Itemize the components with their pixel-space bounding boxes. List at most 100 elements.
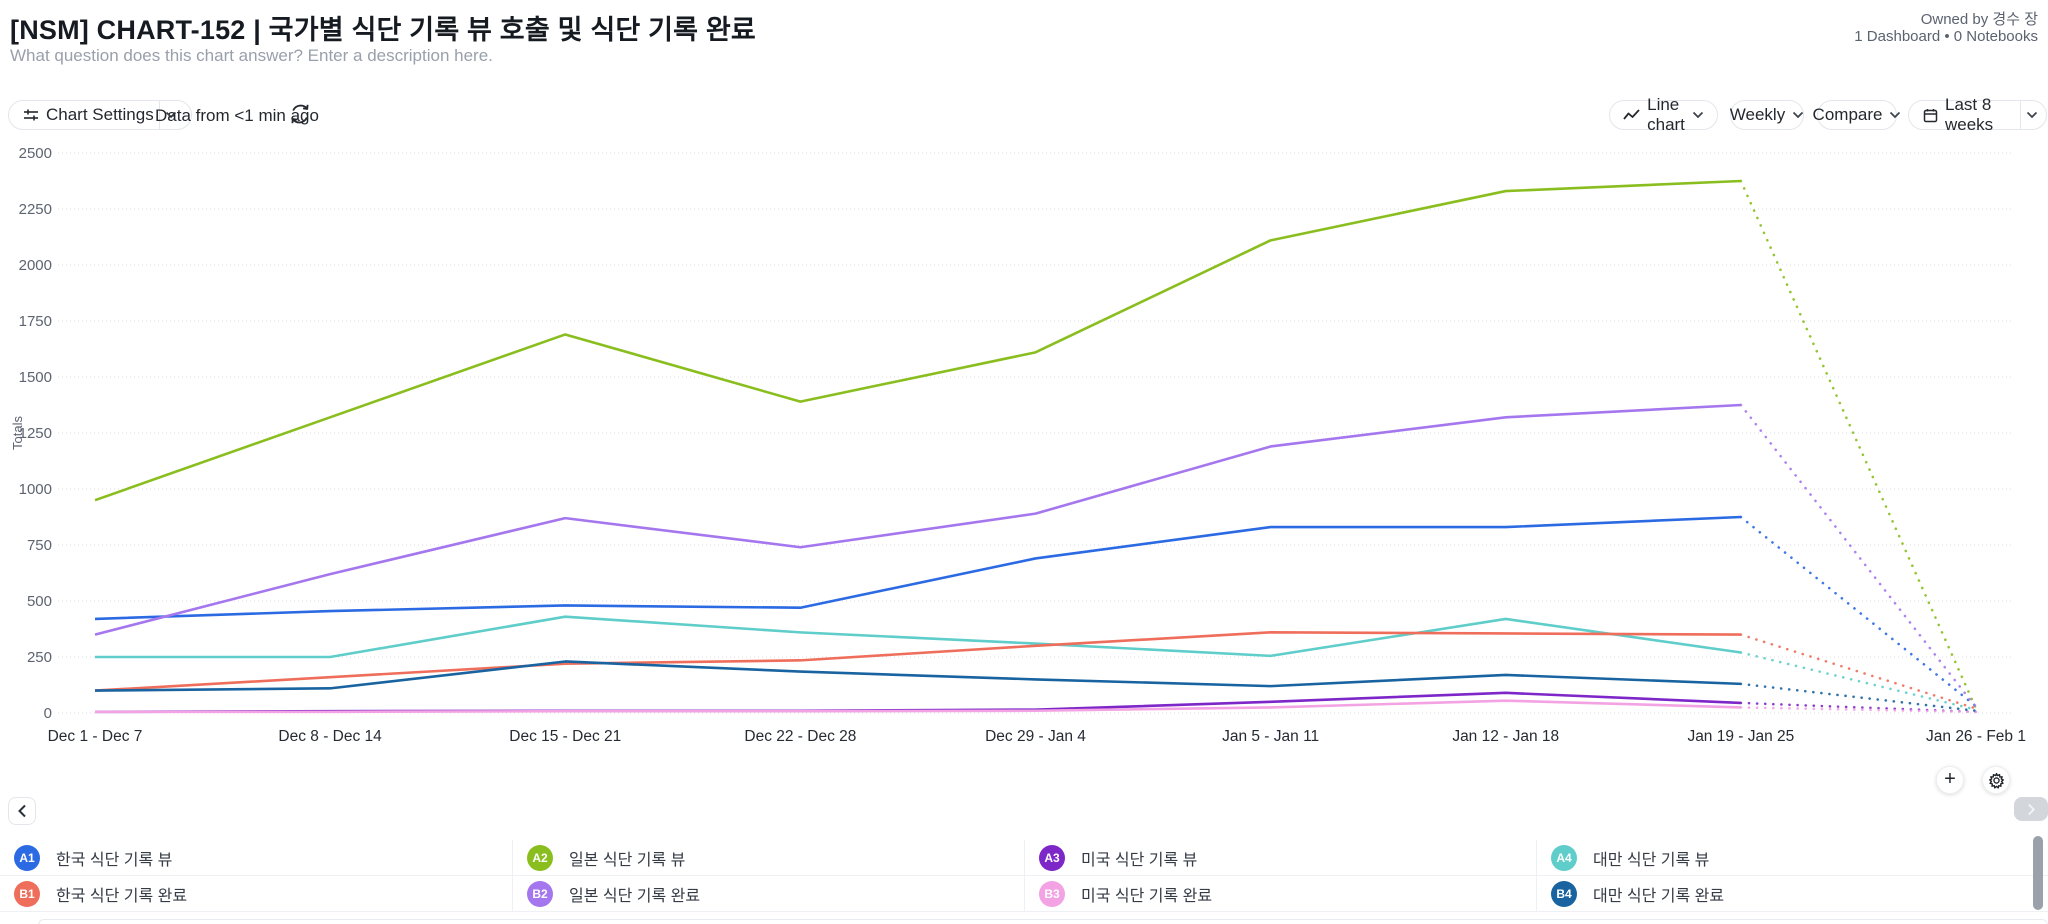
series-line-projected-A4 [1739,651,1978,711]
series-line-A1 [94,515,1741,621]
line-chart-icon [1623,109,1640,121]
legend-item-b4[interactable]: B4 대만 식단 기록 완료 [1536,876,2048,912]
y-tick-label: 1000 [19,481,52,498]
series-badge-b4: B4 [1551,880,1577,907]
series-line-projected-A1 [1739,515,1978,708]
series-badge-a4: A4 [1551,844,1577,871]
y-tick-label: 500 [27,593,52,610]
series-badge-b1: B1 [14,880,40,907]
series-badge-a1: A1 [14,844,40,871]
chart-settings-label: Chart Settings [46,105,154,124]
series-line-B4 [94,660,1741,692]
legend-label: 대만 식단 기록 완료 [1593,887,1725,905]
compare-label: Compare [1812,105,1883,124]
legend-label: 대만 식단 기록 뷰 [1593,851,1710,869]
x-tick-label: Jan 5 - Jan 11 [1222,728,1319,745]
legend-prev-button[interactable] [8,797,36,825]
chevron-down-icon [1692,111,1704,119]
series-badge-a3: A3 [1039,844,1065,871]
legend-scrollbar[interactable] [2033,836,2043,910]
legend-label: 미국 식단 기록 완료 [1081,887,1213,905]
series-line-projected-A3 [1739,701,1978,714]
y-tick-label: 1250 [19,425,52,442]
gear-icon [1988,772,2004,789]
date-range-label: Last 8 weeks [1945,95,1994,134]
legend-label: 한국 식단 기록 뷰 [56,851,173,869]
x-tick-label: Dec 8 - Dec 14 [278,728,382,745]
chevron-down-icon [1792,111,1804,119]
sliders-icon [23,107,39,123]
x-tick-label: Jan 19 - Jan 25 [1687,728,1794,745]
x-tick-label: Dec 1 - Dec 7 [48,728,143,745]
compare-select[interactable]: Compare [1813,100,1901,130]
chart-type-label: Line chart [1647,95,1685,134]
series-line-projected-B2 [1739,403,1978,709]
legend-item-b1[interactable]: B1 한국 식단 기록 완료 [0,876,512,912]
legend-label: 한국 식단 기록 완료 [56,887,188,905]
legend-item-b3[interactable]: B3 미국 식단 기록 완료 [1024,876,1536,912]
date-range-select[interactable]: Last 8 weeks [1908,95,2047,134]
legend-label: 일본 식단 기록 뷰 [569,851,686,869]
legend-next-button[interactable] [2014,797,2048,821]
y-axis-title: Totals [10,416,25,450]
series-badge-b3: B3 [1039,880,1065,907]
x-tick-label: Jan 12 - Jan 18 [1452,728,1559,745]
refresh-icon[interactable] [288,102,312,126]
plus-icon: + [1944,768,1956,790]
y-tick-label: 750 [27,537,52,554]
series-line-A4 [95,615,1742,659]
series-line-B1 [94,631,1741,692]
dashboard-notebook-count[interactable]: 1 Dashboard • 0 Notebooks [1854,28,2038,45]
calendar-icon [1923,108,1938,123]
owned-by-text: Owned by 경수 장 [1920,11,2038,28]
page-title[interactable]: [NSM] CHART-152 | 국가별 식단 기록 뷰 호출 및 식단 기록… [10,15,756,45]
chart-settings-button[interactable]: Chart Settings [8,100,192,130]
chevron-down-icon[interactable] [2026,111,2038,119]
series-badge-b2: B2 [527,880,553,907]
legend-item-a4[interactable]: A4 대만 식단 기록 뷰 [1536,840,2048,876]
data-freshness-text: Data from <1 min ago [155,106,319,125]
series-line-projected-B4 [1739,682,1978,713]
y-tick-label: 1500 [19,369,52,386]
series-line-A3 [94,691,1741,714]
divider [158,101,160,129]
x-tick-label: Dec 15 - Dec 21 [509,728,621,745]
chevron-down-icon [1889,111,1901,119]
divider [2020,101,2021,129]
y-tick-label: 250 [27,649,52,666]
line-chart[interactable]: 0 250 500 750 1000 1250 1500 1750 2000 2250 2500 De… [0,140,2048,770]
settings-gear-button[interactable] [1982,766,2010,794]
x-tick-label: Dec 29 - Jan 4 [985,728,1086,745]
x-tick-label: Dec 22 - Dec 28 [744,728,856,745]
y-tick-label: 0 [44,705,52,722]
y-tick-label: 2000 [19,257,52,274]
legend-item-a1[interactable]: A1 한국 식단 기록 뷰 [0,840,512,876]
legend-label: 미국 식단 기록 뷰 [1081,851,1198,869]
x-tick-label: Jan 26 - Feb 1 [1926,728,2026,745]
granularity-label: Weekly [1729,105,1786,124]
next-panel-top-edge [38,919,2048,924]
series-line-projected-B1 [1739,633,1978,710]
chevron-down-icon[interactable] [165,111,177,119]
series-badge-a2: A2 [527,844,553,871]
legend-item-a2[interactable]: A2 일본 식단 기록 뷰 [512,840,1024,876]
series-line-A2 [94,179,1741,502]
granularity-select[interactable]: Weekly [1730,100,1804,130]
add-series-button[interactable]: + [1936,766,1964,794]
series-line-projected-B3 [1739,706,1978,714]
series-line-B2 [94,403,1741,636]
series-line-projected-A2 [1739,179,1978,710]
legend-label: 일본 식단 기록 완료 [569,887,701,905]
series-line-B3 [95,699,1741,714]
description-placeholder[interactable]: What question does this chart answer? En… [10,46,493,65]
y-tick-label: 1750 [19,313,52,330]
chart-type-select[interactable]: Line chart [1609,95,1718,134]
legend-item-b2[interactable]: B2 일본 식단 기록 완료 [512,876,1024,912]
y-tick-label: 2500 [19,145,52,162]
legend-item-a3[interactable]: A3 미국 식단 기록 뷰 [1024,840,1536,876]
chevron-right-icon [2027,803,2035,815]
chevron-left-icon [18,804,26,818]
series-legend: A1 한국 식단 기록 뷰 A2 일본 식단 기록 뷰 A3 미국 식단 기록 … [0,840,2048,912]
y-tick-label: 2250 [19,201,52,218]
